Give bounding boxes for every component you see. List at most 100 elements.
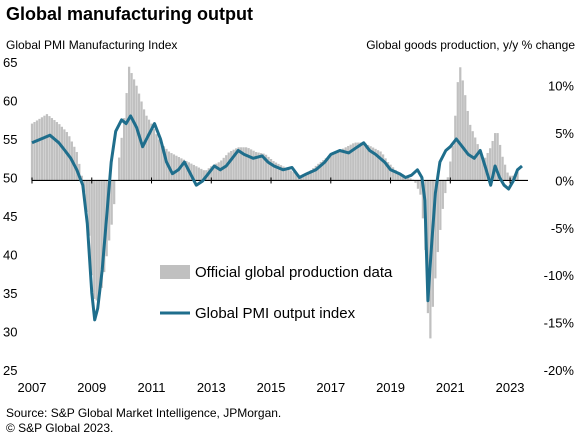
production-bar-5 xyxy=(43,115,46,181)
production-bar-84 xyxy=(240,147,243,181)
production-bar-7 xyxy=(48,116,51,181)
production-bar-86 xyxy=(245,147,248,181)
production-bar-116 xyxy=(319,161,322,181)
production-bar-126 xyxy=(344,147,347,181)
production-bar-78 xyxy=(225,155,228,181)
production-bar-2 xyxy=(35,120,39,181)
production-bar-124 xyxy=(339,149,342,181)
production-bar-144 xyxy=(389,164,392,181)
legend-label-1: Global PMI output index xyxy=(195,305,356,322)
production-bar-0 xyxy=(30,123,34,181)
production-bar-133 xyxy=(362,142,365,181)
production-bar-190 xyxy=(503,164,507,181)
production-bar-179 xyxy=(476,144,479,181)
right-tick-5: 5% xyxy=(555,126,574,141)
production-bar-156 xyxy=(419,180,422,195)
production-bar-157 xyxy=(421,180,425,219)
production-bar-186 xyxy=(494,133,497,181)
production-bar-102 xyxy=(284,167,288,181)
left-tick-50: 50 xyxy=(3,171,17,186)
production-bar-159 xyxy=(426,180,430,314)
production-bar-39 xyxy=(127,66,131,181)
production-bar-125 xyxy=(342,148,345,181)
production-bar-174 xyxy=(464,95,467,181)
x-tick-2019: 2019 xyxy=(376,380,405,395)
production-bar-51 xyxy=(157,139,161,181)
x-tick-2009: 2009 xyxy=(77,380,106,395)
footer: Source: S&P Global Market Intelligence, … xyxy=(6,406,281,436)
production-bar-52 xyxy=(160,143,163,181)
production-bar-42 xyxy=(135,85,138,181)
production-bar-23 xyxy=(88,180,91,236)
production-bar-139 xyxy=(376,150,380,181)
production-bar-32 xyxy=(110,180,113,225)
production-bar-189 xyxy=(501,156,504,181)
production-bar-117 xyxy=(322,160,325,181)
production-bar-120 xyxy=(329,155,332,181)
production-bar-109 xyxy=(302,174,305,181)
legend: Official global production data Global PM… xyxy=(160,264,393,322)
production-bar-146 xyxy=(394,169,397,181)
production-bar-173 xyxy=(461,80,464,181)
production-bar-33 xyxy=(113,180,116,205)
production-bar-140 xyxy=(379,151,382,181)
production-bar-134 xyxy=(364,143,367,181)
production-bar-56 xyxy=(170,153,173,181)
left-tick-55: 55 xyxy=(3,132,17,147)
chart-title: Global manufacturing output xyxy=(6,4,253,24)
production-bar-155 xyxy=(416,180,420,189)
production-bar-20 xyxy=(80,175,83,181)
right-axis-label: Global goods production, y/y % change xyxy=(366,38,575,52)
production-bar-111 xyxy=(307,171,310,181)
production-bar-53 xyxy=(162,146,166,181)
production-bar-136 xyxy=(369,146,372,181)
production-bar-82 xyxy=(235,148,238,181)
production-bar-166 xyxy=(444,180,447,194)
production-bar-85 xyxy=(242,147,245,181)
production-bar-47 xyxy=(147,119,151,181)
production-bar-12 xyxy=(60,126,63,181)
production-bar-114 xyxy=(314,165,317,181)
production-bar-104 xyxy=(289,170,293,181)
production-bar-40 xyxy=(130,73,133,181)
production-bar-187 xyxy=(496,133,499,181)
production-bar-14 xyxy=(65,132,68,181)
production-bar-129 xyxy=(352,143,355,181)
production-bar-171 xyxy=(456,82,459,181)
production-bar-127 xyxy=(347,145,350,181)
production-bar-121 xyxy=(332,153,335,181)
production-bar-91 xyxy=(257,152,260,181)
production-bar-89 xyxy=(252,150,255,181)
production-bar-128 xyxy=(349,144,352,181)
production-bar-58 xyxy=(175,155,178,181)
right-axis-ticks: -20% -15% -10% -5% 0% 5% 10% xyxy=(544,79,575,378)
production-bar-24 xyxy=(90,180,93,276)
production-bar-112 xyxy=(309,170,312,181)
production-bar-184 xyxy=(489,148,492,181)
production-bar-3 xyxy=(38,118,41,181)
production-bar-18 xyxy=(75,152,78,181)
production-bar-180 xyxy=(479,152,482,181)
production-bar-13 xyxy=(63,129,66,181)
production-bar-172 xyxy=(459,67,462,181)
production-bar-74 xyxy=(215,163,218,181)
right-tick-10: 10% xyxy=(548,79,574,94)
right-tick--10: -10% xyxy=(544,268,575,283)
x-tick-2007: 2007 xyxy=(18,380,47,395)
production-bar-36 xyxy=(120,137,123,181)
production-bar-97 xyxy=(272,161,275,181)
production-bar-83 xyxy=(237,147,240,181)
x-tick-2013: 2013 xyxy=(197,380,226,395)
production-bar-181 xyxy=(481,159,484,181)
left-tick-65: 65 xyxy=(3,55,17,70)
production-bar-68 xyxy=(200,168,203,181)
production-bar-169 xyxy=(451,145,454,181)
right-tick-0: 0% xyxy=(555,173,574,188)
production-bar-147 xyxy=(396,171,400,181)
copyright-note: © S&P Global 2023. xyxy=(6,421,114,435)
production-bar-137 xyxy=(372,147,375,181)
production-bar-49 xyxy=(152,128,156,181)
production-bar-145 xyxy=(391,167,395,181)
pmi-output-line xyxy=(31,114,523,322)
